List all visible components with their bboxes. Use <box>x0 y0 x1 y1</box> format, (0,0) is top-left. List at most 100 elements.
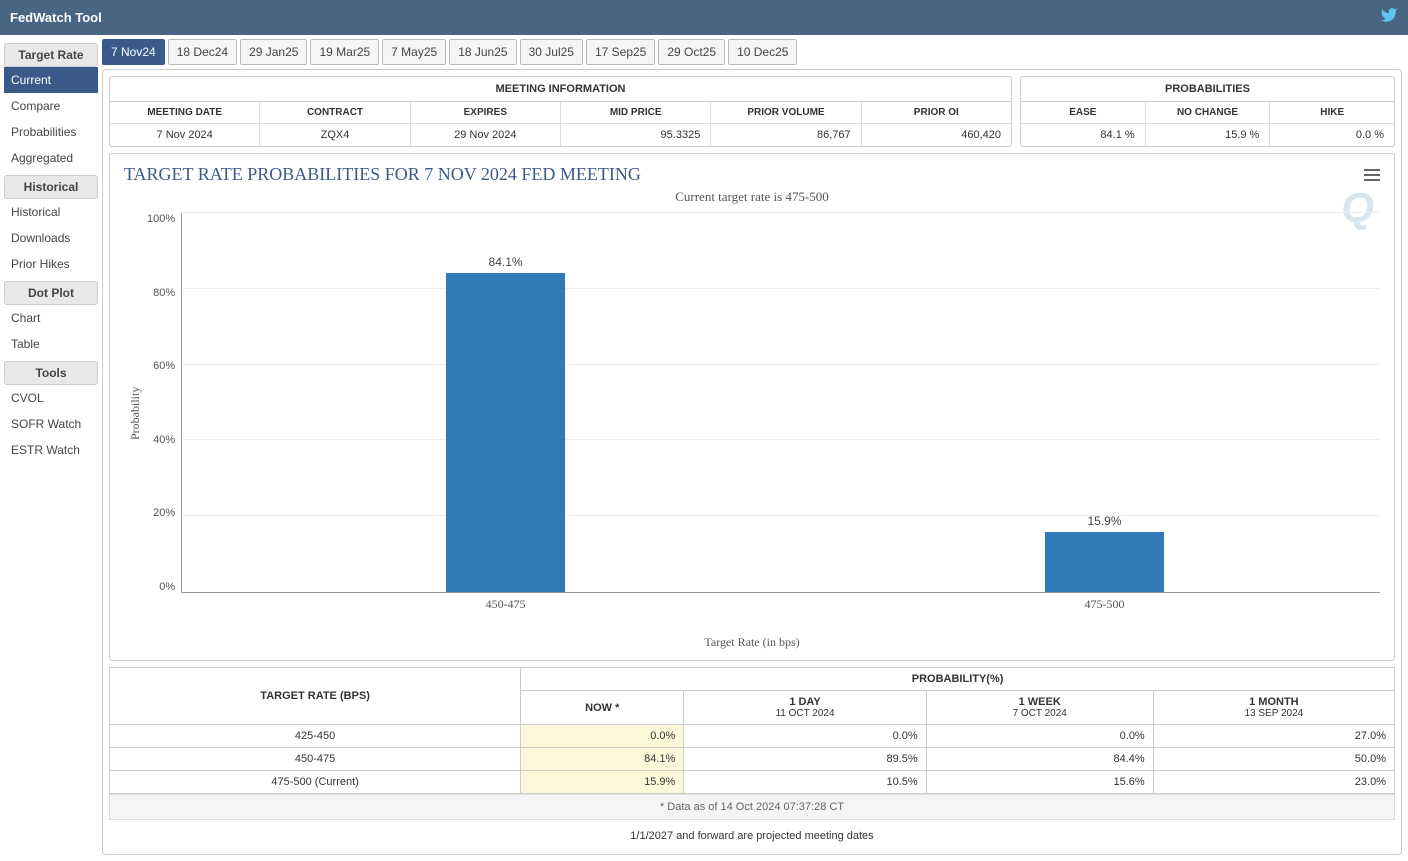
meeting-col-value: ZQX4 <box>260 124 409 146</box>
x-tick: 450-475 <box>486 597 526 612</box>
bar-value-label: 15.9% <box>1045 514 1165 528</box>
pt-value-cell: 89.5% <box>684 748 926 771</box>
sidebar-section-header: Dot Plot <box>4 281 98 305</box>
meeting-col-value: 460,420 <box>862 124 1011 146</box>
pt-value-cell: 15.6% <box>926 771 1153 794</box>
sidebar-item-prior-hikes[interactable]: Prior Hikes <box>4 251 98 277</box>
meeting-col-header: MEETING DATE <box>110 102 259 124</box>
prob-col-header: EASE <box>1021 102 1145 124</box>
tab-29-jan25[interactable]: 29 Jan25 <box>240 39 307 65</box>
tab-19-mar25[interactable]: 19 Mar25 <box>310 39 379 65</box>
probabilities-table: PROBABILITIES EASE84.1 %NO CHANGE15.9 %H… <box>1020 76 1395 147</box>
tab-30-jul25[interactable]: 30 Jul25 <box>520 39 583 65</box>
chart-bar[interactable]: 15.9% <box>1045 532 1165 592</box>
pt-value-cell: 15.9% <box>521 771 684 794</box>
pt-rate-cell: 450-475 <box>110 748 521 771</box>
pt-rate-cell: 475-500 (Current) <box>110 771 521 794</box>
pt-value-cell: 0.0% <box>684 725 926 748</box>
bar-value-label: 84.1% <box>446 255 566 269</box>
tab-7-may25[interactable]: 7 May25 <box>382 39 446 65</box>
pt-period-header: NOW * <box>521 691 684 725</box>
main-content: 7 Nov2418 Dec2429 Jan2519 Mar257 May2518… <box>102 35 1408 861</box>
pt-period-header: 1 DAY11 OCT 2024 <box>684 691 926 725</box>
y-tick: 20% <box>147 507 175 519</box>
sidebar-item-chart[interactable]: Chart <box>4 305 98 331</box>
projected-note: 1/1/2027 and forward are projected meeti… <box>109 824 1395 848</box>
pt-rate-cell: 425-450 <box>110 725 521 748</box>
tab-7-nov24[interactable]: 7 Nov24 <box>102 39 165 65</box>
sidebar-item-sofr-watch[interactable]: SOFR Watch <box>4 411 98 437</box>
pt-period-header: 1 WEEK7 OCT 2024 <box>926 691 1153 725</box>
sidebar-item-historical[interactable]: Historical <box>4 199 98 225</box>
pt-value-cell: 84.4% <box>926 748 1153 771</box>
y-tick: 60% <box>147 360 175 372</box>
sidebar-item-current[interactable]: Current <box>4 67 98 93</box>
pt-value-cell: 84.1% <box>521 748 684 771</box>
meeting-col-value: 86,767 <box>711 124 860 146</box>
pt-value-cell: 27.0% <box>1153 725 1394 748</box>
meeting-col-header: CONTRACT <box>260 102 409 124</box>
sidebar-item-aggregated[interactable]: Aggregated <box>4 145 98 171</box>
sidebar-section-header: Tools <box>4 361 98 385</box>
probabilities-title: PROBABILITIES <box>1021 77 1394 102</box>
sidebar-item-probabilities[interactable]: Probabilities <box>4 119 98 145</box>
pt-value-cell: 0.0% <box>926 725 1153 748</box>
data-footnote: * Data as of 14 Oct 2024 07:37:28 CT <box>109 794 1395 820</box>
app-title: FedWatch Tool <box>10 10 102 25</box>
meeting-col-header: EXPIRES <box>411 102 560 124</box>
prob-col-header: HIKE <box>1270 102 1394 124</box>
table-row: 475-500 (Current)15.9%10.5%15.6%23.0% <box>110 771 1395 794</box>
meeting-col-header: PRIOR OI <box>862 102 1011 124</box>
prob-col-value: 84.1 % <box>1021 124 1145 146</box>
prob-col-header: NO CHANGE <box>1146 102 1270 124</box>
meeting-info-title: MEETING INFORMATION <box>110 77 1011 102</box>
table-row: 450-47584.1%89.5%84.4%50.0% <box>110 748 1395 771</box>
meeting-col-value: 95.3325 <box>561 124 710 146</box>
prob-col-value: 0.0 % <box>1270 124 1394 146</box>
pt-period-header: 1 MONTH13 SEP 2024 <box>1153 691 1394 725</box>
date-tabs: 7 Nov2418 Dec2429 Jan2519 Mar257 May2518… <box>102 39 1402 65</box>
pt-header-prob: PROBABILITY(%) <box>521 668 1395 691</box>
sidebar-section-header: Historical <box>4 175 98 199</box>
prob-col-value: 15.9 % <box>1146 124 1270 146</box>
chart-menu-icon[interactable] <box>1364 166 1380 184</box>
pt-value-cell: 50.0% <box>1153 748 1394 771</box>
chart-title: TARGET RATE PROBABILITIES FOR 7 NOV 2024… <box>124 164 1380 185</box>
meeting-col-header: PRIOR VOLUME <box>711 102 860 124</box>
sidebar: Target RateCurrentCompareProbabilitiesAg… <box>0 35 102 861</box>
meeting-col-value: 29 Nov 2024 <box>411 124 560 146</box>
tab-18-dec24[interactable]: 18 Dec24 <box>168 39 237 65</box>
y-tick: 100% <box>147 213 175 225</box>
chart-bar[interactable]: 84.1% <box>446 273 566 592</box>
pt-value-cell: 23.0% <box>1153 771 1394 794</box>
probability-history-table: TARGET RATE (BPS)PROBABILITY(%)NOW *1 DA… <box>109 667 1395 794</box>
twitter-icon[interactable] <box>1380 6 1398 29</box>
table-row: 425-4500.0%0.0%0.0%27.0% <box>110 725 1395 748</box>
chart-x-label: Target Rate (in bps) <box>124 635 1380 650</box>
app-header: FedWatch Tool <box>0 0 1408 35</box>
chart-y-axis: 100% 80% 60% 40% 20% 0% <box>147 213 181 613</box>
tab-17-sep25[interactable]: 17 Sep25 <box>586 39 655 65</box>
tab-29-oct25[interactable]: 29 Oct25 <box>658 39 725 65</box>
chart-subtitle: Current target rate is 475-500 <box>124 189 1380 205</box>
pt-value-cell: 0.0% <box>521 725 684 748</box>
sidebar-item-downloads[interactable]: Downloads <box>4 225 98 251</box>
y-tick: 40% <box>147 434 175 446</box>
chart-y-label: Probability <box>124 213 147 613</box>
meeting-info-table: MEETING INFORMATION MEETING DATE7 Nov 20… <box>109 76 1012 147</box>
meeting-col-header: MID PRICE <box>561 102 710 124</box>
pt-value-cell: 10.5% <box>684 771 926 794</box>
chart-container: TARGET RATE PROBABILITIES FOR 7 NOV 2024… <box>109 153 1395 661</box>
pt-header-rate: TARGET RATE (BPS) <box>110 668 521 725</box>
sidebar-item-estr-watch[interactable]: ESTR Watch <box>4 437 98 463</box>
content-panel: MEETING INFORMATION MEETING DATE7 Nov 20… <box>102 69 1402 855</box>
chart-plot: 84.1%450-47515.9%475-500 <box>181 213 1380 593</box>
tab-18-jun25[interactable]: 18 Jun25 <box>449 39 516 65</box>
sidebar-item-cvol[interactable]: CVOL <box>4 385 98 411</box>
tab-10-dec25[interactable]: 10 Dec25 <box>728 39 797 65</box>
sidebar-item-compare[interactable]: Compare <box>4 93 98 119</box>
x-tick: 475-500 <box>1084 597 1124 612</box>
sidebar-item-table[interactable]: Table <box>4 331 98 357</box>
y-tick: 0% <box>147 581 175 593</box>
y-tick: 80% <box>147 287 175 299</box>
